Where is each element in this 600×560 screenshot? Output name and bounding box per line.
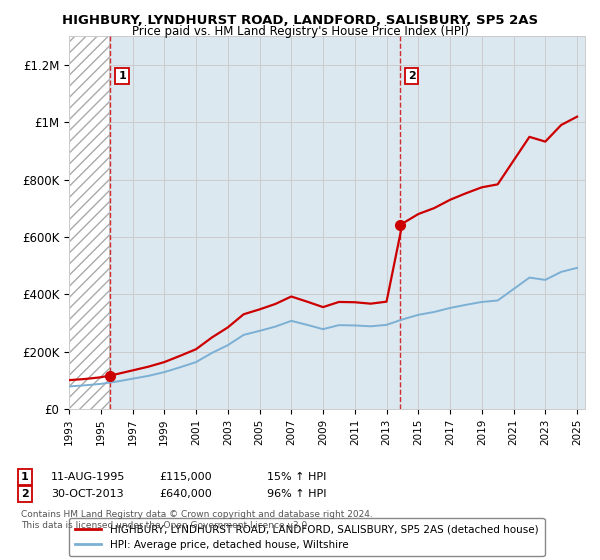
Legend: HIGHBURY, LYNDHURST ROAD, LANDFORD, SALISBURY, SP5 2AS (detached house), HPI: Av: HIGHBURY, LYNDHURST ROAD, LANDFORD, SALI… (69, 519, 545, 556)
Text: 2: 2 (21, 489, 29, 499)
Text: 11-AUG-1995: 11-AUG-1995 (51, 472, 125, 482)
Text: 96% ↑ HPI: 96% ↑ HPI (267, 489, 326, 499)
Text: HIGHBURY, LYNDHURST ROAD, LANDFORD, SALISBURY, SP5 2AS: HIGHBURY, LYNDHURST ROAD, LANDFORD, SALI… (62, 14, 538, 27)
Text: 2: 2 (407, 71, 415, 81)
Text: 1: 1 (21, 472, 29, 482)
Text: £115,000: £115,000 (159, 472, 212, 482)
Text: Price paid vs. HM Land Registry's House Price Index (HPI): Price paid vs. HM Land Registry's House … (131, 25, 469, 38)
Text: This data is licensed under the Open Government Licence v3.0.: This data is licensed under the Open Gov… (21, 521, 310, 530)
Text: 30-OCT-2013: 30-OCT-2013 (51, 489, 124, 499)
Text: £640,000: £640,000 (159, 489, 212, 499)
Bar (69, 36, 109, 409)
Text: 1: 1 (118, 71, 126, 81)
Text: Contains HM Land Registry data © Crown copyright and database right 2024.: Contains HM Land Registry data © Crown c… (21, 511, 373, 520)
Text: 15% ↑ HPI: 15% ↑ HPI (267, 472, 326, 482)
